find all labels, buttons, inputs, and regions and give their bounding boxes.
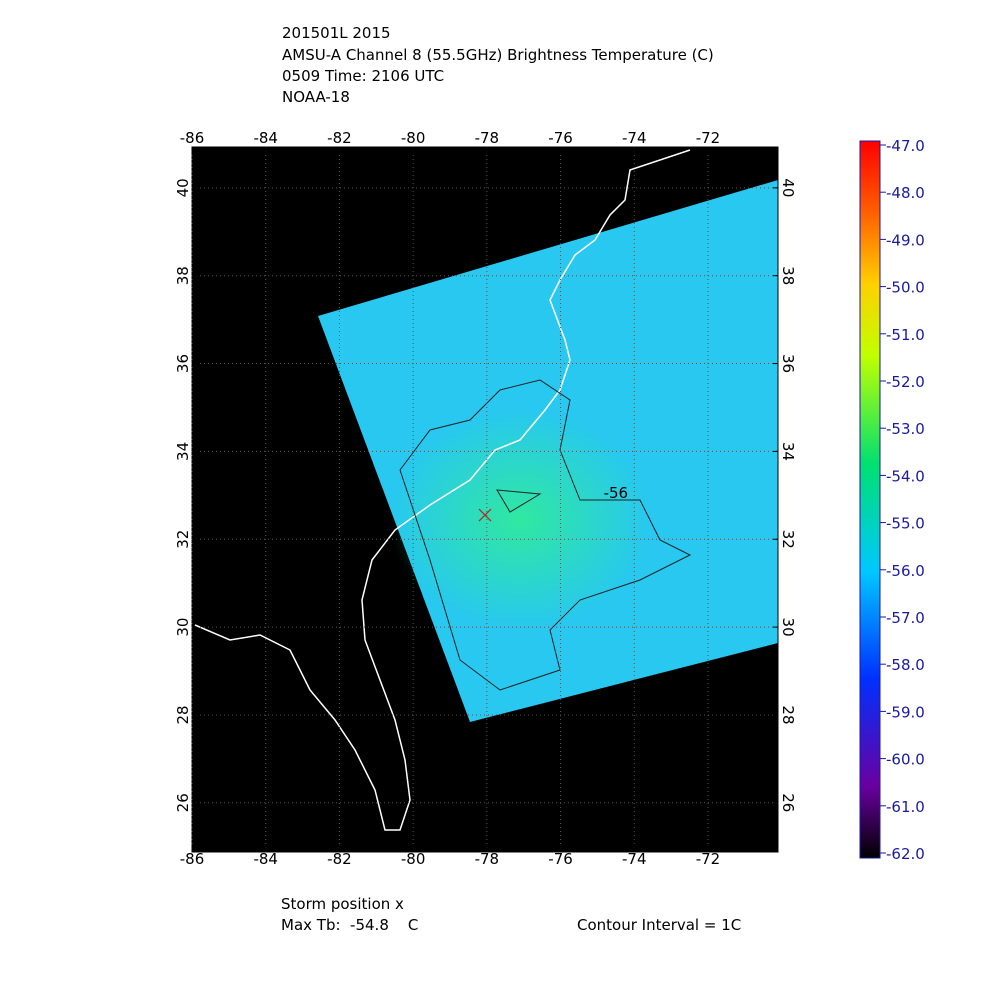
colorbar-bar — [859, 140, 881, 859]
footer-text: Contour Interval = 1C — [577, 916, 741, 934]
colorbar-tick-label: -55.0 — [886, 515, 925, 533]
colorbar-tick-label: -60.0 — [886, 751, 925, 769]
y-tick-label: 40 — [779, 178, 797, 197]
header-line: 201501L 2015 — [282, 24, 391, 42]
colorbar-tick-label: -57.0 — [886, 609, 925, 627]
x-tick-label: -72 — [696, 850, 721, 868]
colorbar-tick-label: -61.0 — [886, 798, 925, 816]
storm-marker-stroke — [478, 508, 492, 522]
x-tick-label: -72 — [696, 129, 721, 147]
colorbar-tick-label: -62.0 — [886, 845, 925, 863]
header-line: AMSU-A Channel 8 (55.5GHz) Brightness Te… — [282, 46, 714, 64]
colorbar-tick-label: -52.0 — [886, 373, 925, 391]
warm-area — [390, 410, 650, 630]
x-tick-label: -76 — [548, 850, 573, 868]
colorbar-tick-label: -49.0 — [886, 231, 925, 249]
x-tick-label: -80 — [401, 129, 426, 147]
contour-label: -56 — [604, 484, 629, 502]
x-tick-label: -82 — [327, 129, 352, 147]
header-line: 0509 Time: 2106 UTC — [282, 67, 444, 85]
y-tick-label: 36 — [174, 354, 192, 373]
storm-marker — [478, 508, 492, 522]
axes: -86 -86 -84 -84 -82 -82 -80 -80 -78 -78 -76 -76 -74 -… — [174, 129, 797, 868]
y-tick-label: 40 — [174, 178, 192, 197]
colorbar-tick-label: -47.0 — [886, 137, 925, 155]
y-tick-label: 34 — [174, 442, 192, 461]
x-tick-label: -86 — [180, 129, 205, 147]
contour — [496, 489, 542, 513]
y-tick-label: 36 — [779, 354, 797, 373]
x-tick-label: -78 — [475, 850, 500, 868]
colorbar-tick-label: -59.0 — [886, 703, 925, 721]
colorbar-tick-label: -51.0 — [886, 326, 925, 344]
colorbar-tick-label: -53.0 — [886, 420, 925, 438]
colorbar-tick-label: -56.0 — [886, 562, 925, 580]
y-tick-label: 28 — [174, 705, 192, 724]
y-tick-label: 32 — [174, 530, 192, 549]
y-tick-label: 26 — [174, 793, 192, 812]
colorbar-tick-label: -48.0 — [886, 184, 925, 202]
x-tick-label: -74 — [622, 129, 647, 147]
y-tick-label: 30 — [779, 618, 797, 637]
footer: Storm position x Max Tb: -54.8 C Contour… — [281, 895, 741, 934]
footer-text: Max Tb: -54.8 C — [281, 916, 418, 934]
header: 201501L 2015 AMSU-A Channel 8 (55.5GHz) … — [282, 24, 714, 106]
x-tick-label: -78 — [475, 129, 500, 147]
header-line: NOAA-18 — [282, 88, 350, 106]
footer-text: Storm position x — [281, 895, 404, 913]
y-tick-label: 28 — [779, 705, 797, 724]
contour — [399, 379, 692, 691]
x-tick-label: -76 — [548, 129, 573, 147]
x-tick-label: -86 — [180, 850, 205, 868]
coastline — [194, 149, 691, 831]
x-tick-label: -80 — [401, 850, 426, 868]
colorbar-tick-label: -54.0 — [886, 467, 925, 485]
x-tick-label: -74 — [622, 850, 647, 868]
x-tick-label: -84 — [253, 850, 278, 868]
y-tick-label: 26 — [779, 793, 797, 812]
colorbar: -47.0 -48.0 -49.0 -50.0 -51.0 -52.0 -53.0 -54.0… — [859, 137, 925, 863]
colorbar-tick-label: -50.0 — [886, 279, 925, 297]
y-tick-label: 38 — [779, 266, 797, 285]
x-tick-label: -84 — [253, 129, 278, 147]
y-tick-label: 34 — [779, 442, 797, 461]
y-tick-label: 30 — [174, 618, 192, 637]
y-tick-label: 32 — [779, 530, 797, 549]
y-tick-label: 38 — [174, 266, 192, 285]
colorbar-tick-label: -58.0 — [886, 656, 925, 674]
x-tick-label: -82 — [327, 850, 352, 868]
